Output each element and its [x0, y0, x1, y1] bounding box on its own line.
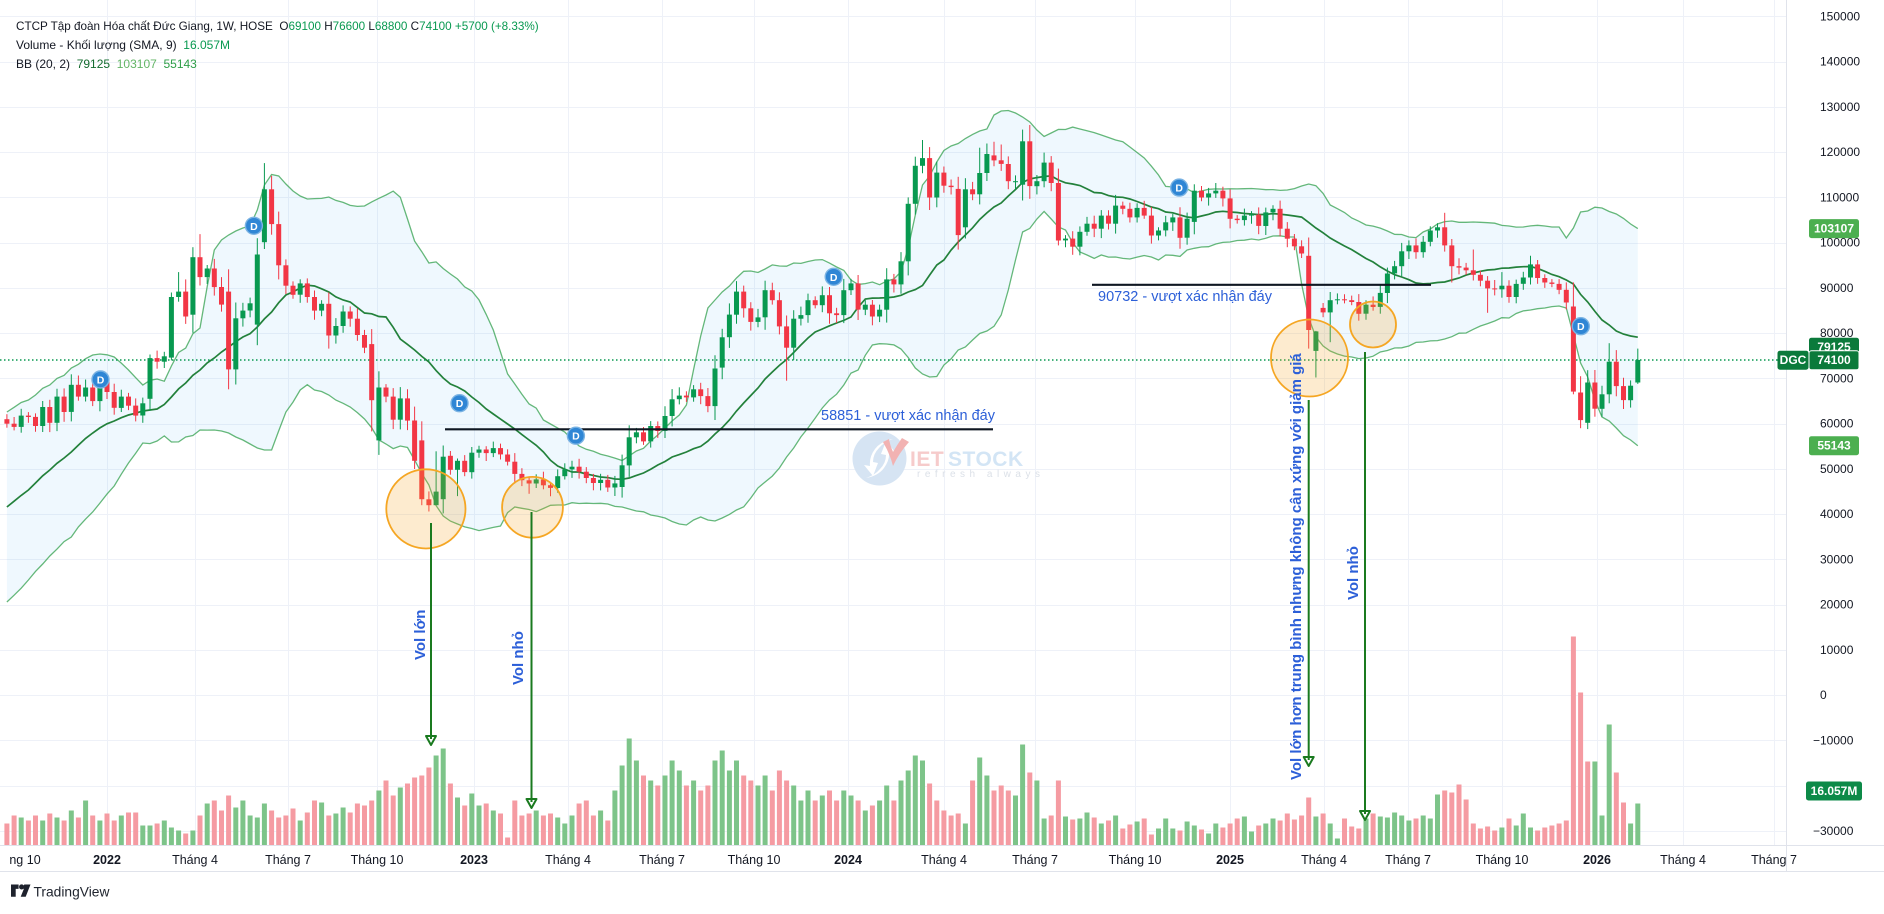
svg-text:Tháng 10: Tháng 10: [351, 853, 404, 867]
svg-text:DGC: DGC: [1780, 353, 1807, 367]
svg-text:D: D: [1175, 183, 1183, 195]
svg-text:130000: 130000: [1820, 100, 1860, 114]
svg-text:Vol lớn: Vol lớn: [412, 610, 429, 660]
svg-text:16.057M: 16.057M: [1811, 784, 1858, 798]
svg-text:50000: 50000: [1820, 462, 1854, 476]
svg-text:D: D: [830, 272, 838, 284]
svg-text:Vol nhỏ: Vol nhỏ: [1345, 546, 1362, 600]
svg-text:60000: 60000: [1820, 417, 1854, 431]
svg-text:58851 - vượt xác nhận đáy: 58851 - vượt xác nhận đáy: [821, 408, 996, 424]
svg-text:Tháng 4: Tháng 4: [1301, 853, 1347, 867]
svg-text:Tháng 4: Tháng 4: [545, 853, 591, 867]
svg-text:Volume - Khối lượng (SMA, 9): Volume - Khối lượng (SMA, 9) 16.057M: [16, 38, 230, 52]
svg-text:2023: 2023: [460, 853, 488, 867]
svg-text:40000: 40000: [1820, 507, 1854, 521]
svg-text:10000: 10000: [1820, 643, 1854, 657]
svg-text:Tháng 7: Tháng 7: [1385, 853, 1431, 867]
svg-text:Vol nhỏ: Vol nhỏ: [510, 631, 527, 685]
svg-text:CTCP Tập đoàn Hóa chất Đức Gia: CTCP Tập đoàn Hóa chất Đức Giang, 1W, HO…: [16, 20, 539, 33]
svg-text:20000: 20000: [1820, 598, 1854, 612]
svg-text:STOCK: STOCK: [948, 448, 1024, 471]
svg-text:2024: 2024: [834, 853, 862, 867]
svg-text:Tháng 10: Tháng 10: [1109, 853, 1162, 867]
svg-text:2026: 2026: [1583, 853, 1611, 867]
svg-text:D: D: [572, 431, 580, 443]
svg-text:TradingView: TradingView: [34, 885, 110, 900]
svg-text:74100: 74100: [1817, 353, 1851, 367]
svg-text:30000: 30000: [1820, 553, 1854, 567]
svg-text:2025: 2025: [1216, 853, 1244, 867]
svg-text:90000: 90000: [1820, 281, 1854, 295]
svg-text:−10000: −10000: [1813, 734, 1854, 748]
svg-text:103107: 103107: [1814, 222, 1854, 236]
svg-text:70000: 70000: [1820, 372, 1854, 386]
svg-text:D: D: [1577, 321, 1585, 333]
svg-text:BB (20, 2) 79125 103107 551: BB (20, 2) 79125 103107 55143: [16, 57, 197, 71]
svg-text:Vol lớn hơn trung bình nhưng k: Vol lớn hơn trung bình nhưng không cân x…: [1288, 353, 1305, 780]
svg-text:refresh always: refresh always: [917, 469, 1044, 480]
svg-text:Tháng 7: Tháng 7: [1751, 853, 1797, 867]
svg-text:90732 - vượt xác nhận đáy: 90732 - vượt xác nhận đáy: [1098, 289, 1273, 305]
svg-text:150000: 150000: [1820, 10, 1860, 24]
svg-text:Tháng 7: Tháng 7: [639, 853, 685, 867]
svg-text:120000: 120000: [1820, 145, 1860, 159]
svg-text:110000: 110000: [1820, 190, 1859, 204]
svg-text:Tháng 10: Tháng 10: [728, 853, 781, 867]
svg-text:Tháng 7: Tháng 7: [1012, 853, 1058, 867]
svg-text:IET: IET: [910, 448, 944, 471]
svg-text:55143: 55143: [1817, 439, 1851, 453]
svg-text:Tháng 4: Tháng 4: [1660, 853, 1706, 867]
svg-text:Tháng 4: Tháng 4: [921, 853, 967, 867]
svg-text:D: D: [250, 221, 258, 233]
svg-text:Tháng 7: Tháng 7: [265, 853, 311, 867]
svg-text:ng 10: ng 10: [9, 853, 40, 867]
svg-text:D: D: [456, 398, 464, 410]
svg-text:140000: 140000: [1820, 55, 1860, 69]
svg-text:0: 0: [1820, 688, 1827, 702]
svg-text:D: D: [97, 375, 105, 387]
svg-text:−30000: −30000: [1813, 824, 1854, 838]
svg-text:Tháng 4: Tháng 4: [172, 853, 218, 867]
svg-text:2022: 2022: [93, 853, 121, 867]
svg-text:Tháng 10: Tháng 10: [1476, 853, 1529, 867]
